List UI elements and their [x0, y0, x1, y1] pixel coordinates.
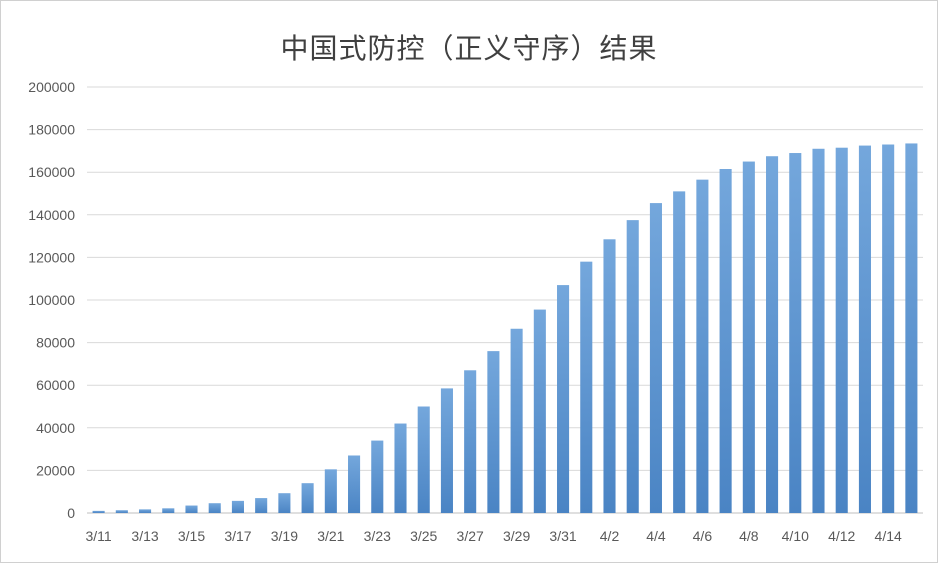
x-tick-label: 4/8	[739, 528, 759, 544]
bar-4-9	[766, 156, 779, 513]
bar-4-6	[696, 179, 709, 513]
bar-3-21	[324, 469, 337, 513]
bar-4-10	[789, 153, 802, 513]
bar-3-15	[185, 505, 198, 513]
y-tick-label: 180000	[28, 122, 75, 138]
bar-3-13	[139, 509, 152, 513]
bar-4-3	[626, 220, 639, 513]
x-tick-label: 4/2	[600, 528, 620, 544]
bar-3-11	[92, 510, 105, 513]
x-axis-ticks: 3/11 3/13 3/15 3/17 3/19 3/21 3/23 3/25 3/27 3/29…	[86, 528, 903, 544]
x-tick-label: 3/27	[457, 528, 484, 544]
y-axis-ticks: 0 20000 40000 60000 80000 100000 120000 140000 1…	[28, 79, 75, 521]
x-tick-label: 3/19	[271, 528, 298, 544]
bar-4-1	[580, 261, 593, 513]
bar-3-19	[278, 493, 291, 513]
y-tick-label: 0	[67, 505, 75, 521]
x-tick-label: 3/21	[317, 528, 344, 544]
y-tick-label: 20000	[36, 462, 75, 478]
x-tick-label: 3/29	[503, 528, 530, 544]
bar-4-8	[742, 161, 755, 514]
x-tick-label: 4/14	[875, 528, 902, 544]
y-tick-label: 40000	[36, 420, 75, 436]
bar-3-18	[255, 498, 268, 513]
bar-4-11	[812, 148, 825, 513]
y-tick-label: 60000	[36, 377, 75, 393]
bar-3-31	[557, 285, 570, 513]
x-tick-label: 4/10	[782, 528, 809, 544]
bar-3-30	[533, 309, 546, 513]
bar-3-25	[417, 406, 430, 513]
bar-4-4	[649, 203, 662, 513]
bar-3-28	[487, 351, 500, 513]
x-tick-label: 3/13	[131, 528, 158, 544]
x-tick-label: 3/23	[364, 528, 391, 544]
y-tick-label: 80000	[36, 335, 75, 351]
y-tick-label: 140000	[28, 207, 75, 223]
bar-3-17	[231, 500, 244, 513]
y-tick-label: 120000	[28, 249, 75, 265]
bar-3-29	[510, 328, 523, 513]
x-tick-label: 3/11	[86, 528, 112, 544]
y-tick-label: 200000	[28, 79, 75, 95]
bar-4-5	[673, 191, 686, 513]
bar-4-14	[882, 144, 895, 513]
bar-4-15	[905, 143, 918, 513]
x-tick-label: 4/4	[646, 528, 666, 544]
bar-3-27	[464, 370, 477, 513]
x-tick-label: 4/12	[828, 528, 855, 544]
bar-3-16	[208, 503, 221, 513]
bar-3-23	[371, 440, 384, 513]
bar-4-13	[858, 145, 871, 513]
x-tick-label: 3/17	[224, 528, 251, 544]
y-tick-label: 100000	[28, 292, 75, 308]
bar-3-22	[348, 455, 361, 513]
bar-4-12	[835, 147, 848, 513]
bar-3-14	[162, 508, 175, 513]
gridlines	[87, 86, 923, 514]
x-tick-label: 3/31	[549, 528, 576, 544]
bar-4-7	[719, 169, 732, 513]
bar-4-2	[603, 239, 616, 514]
x-tick-label: 3/15	[178, 528, 205, 544]
bar-3-12	[115, 510, 128, 513]
x-tick-label: 4/6	[693, 528, 713, 544]
x-tick-label: 3/25	[410, 528, 437, 544]
bar-3-20	[301, 483, 314, 513]
bar-3-24	[394, 423, 407, 513]
chart-title: 中国式防控（正义守序）结果	[280, 32, 658, 65]
y-tick-label: 160000	[28, 164, 75, 180]
bar-series	[92, 143, 918, 514]
bar-3-26	[440, 388, 453, 513]
